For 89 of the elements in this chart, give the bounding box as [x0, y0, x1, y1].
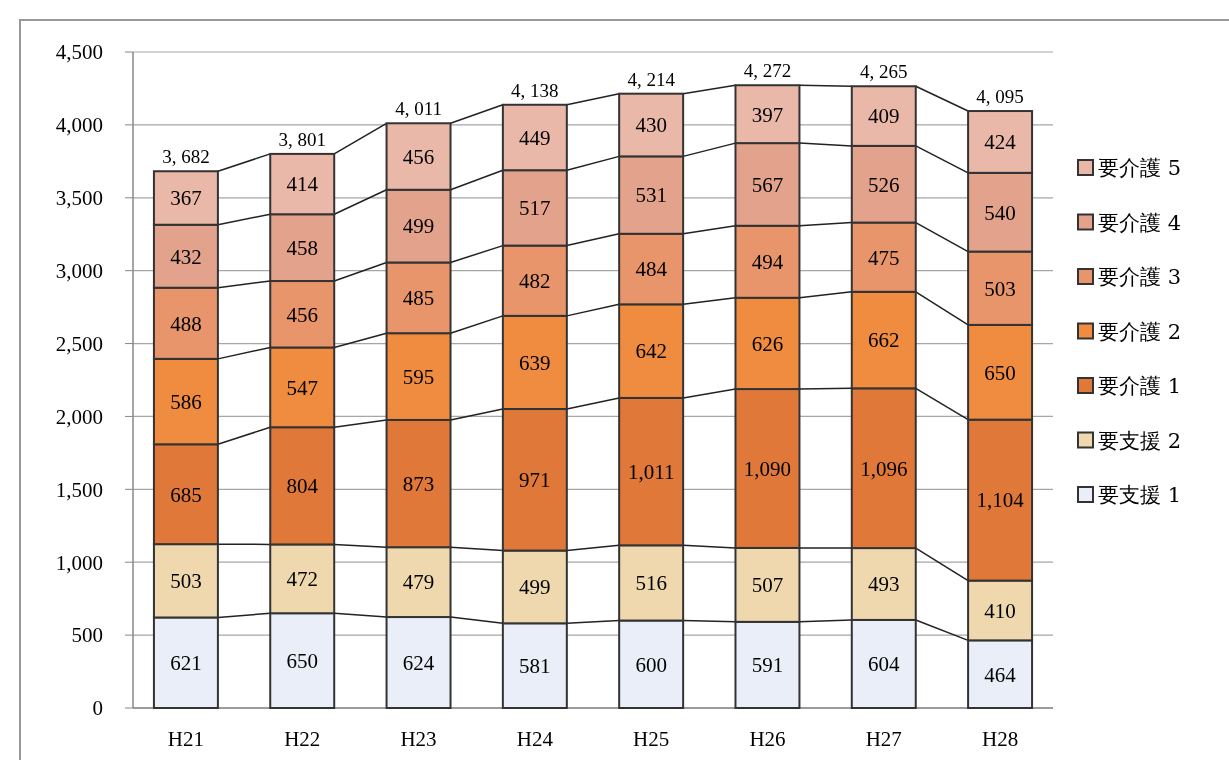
total-label: 4, 011 [395, 98, 442, 120]
total-label: 4, 095 [976, 86, 1024, 108]
data-label: 430 [635, 113, 667, 138]
data-label: 662 [868, 328, 900, 353]
data-label: 540 [984, 200, 1016, 225]
data-label: 624 [402, 650, 435, 675]
y-tick-label: 1,000 [55, 550, 103, 575]
x-tick-label: H26 [749, 727, 786, 751]
legend-label: 要介護 3 [1098, 265, 1182, 290]
legend-label: 要介護 4 [1098, 210, 1182, 235]
data-label: 873 [402, 471, 435, 496]
x-tick-label: H22 [284, 727, 321, 751]
data-label: 409 [868, 104, 900, 129]
y-tick-label: 1,500 [55, 477, 103, 502]
legend-label: 要介護 1 [1098, 374, 1182, 399]
legend-label: 要介護 2 [1098, 319, 1182, 344]
data-label: 410 [984, 598, 1016, 623]
data-label: 1,096 [860, 456, 908, 481]
x-tick-label: H27 [865, 727, 902, 751]
data-label: 626 [751, 331, 784, 356]
y-tick-label: 3,000 [55, 259, 103, 284]
data-label: 604 [868, 652, 901, 677]
y-tick-label: 0 [92, 696, 103, 721]
data-label: 456 [402, 144, 435, 169]
data-label: 1,104 [976, 488, 1025, 513]
data-label: 971 [519, 468, 551, 493]
data-label: 367 [170, 186, 202, 211]
data-label: 517 [519, 196, 551, 221]
data-label: 414 [286, 172, 319, 197]
data-label: 494 [751, 250, 784, 275]
data-label: 639 [519, 350, 551, 375]
data-label: 516 [635, 571, 667, 596]
x-tick-label: H21 [167, 727, 205, 751]
total-label: 4, 214 [627, 68, 676, 90]
x-tick-label: H23 [400, 727, 437, 751]
data-label: 449 [519, 125, 551, 150]
x-tick-label: H24 [516, 727, 554, 751]
data-label: 464 [984, 662, 1017, 687]
data-label: 507 [751, 573, 784, 598]
data-label: 484 [635, 257, 668, 282]
data-label: 591 [751, 653, 784, 678]
data-label: 499 [519, 575, 551, 600]
data-label: 479 [402, 570, 435, 595]
data-label: 1,011 [627, 459, 675, 484]
legend-label: 要支援 1 [1098, 483, 1182, 508]
data-label: 621 [170, 651, 202, 676]
y-tick-label: 4,000 [55, 113, 103, 138]
data-label: 503 [984, 276, 1016, 301]
data-label: 804 [286, 474, 319, 499]
y-tick-label: 3,500 [55, 186, 103, 211]
total-label: 3, 801 [278, 128, 326, 150]
data-label: 567 [751, 172, 784, 197]
y-tick-label: 500 [71, 623, 103, 648]
data-label: 499 [402, 214, 435, 239]
data-label: 685 [170, 482, 202, 507]
data-label: 488 [170, 311, 202, 336]
data-label: 650 [286, 648, 318, 673]
legend-label: 要介護 5 [1098, 156, 1182, 181]
data-label: 1,090 [743, 456, 792, 481]
y-tick-label: 2,500 [55, 331, 103, 356]
data-label: 642 [635, 339, 667, 364]
data-label: 472 [286, 567, 318, 592]
legend-label: 要支援 2 [1098, 428, 1182, 453]
data-label: 547 [286, 375, 318, 400]
data-label: 526 [868, 172, 900, 197]
data-label: 493 [868, 572, 900, 597]
data-label: 503 [170, 569, 202, 594]
data-label: 482 [519, 269, 551, 294]
data-label: 424 [984, 130, 1017, 155]
data-label: 650 [984, 360, 1016, 385]
data-label: 432 [170, 244, 202, 269]
y-tick-label: 4,500 [55, 40, 103, 65]
y-tick-label: 2,000 [55, 404, 103, 429]
data-label: 531 [635, 183, 667, 208]
data-label: 595 [402, 364, 435, 389]
data-label: 485 [402, 286, 435, 311]
x-tick-label: H25 [633, 727, 670, 751]
total-label: 4, 138 [511, 79, 559, 101]
data-label: 397 [751, 102, 784, 127]
x-tick-label: H28 [981, 727, 1019, 751]
data-label: 600 [635, 652, 667, 677]
data-label: 458 [286, 235, 318, 260]
data-label: 581 [519, 654, 551, 678]
total-label: 4, 272 [743, 60, 792, 82]
total-label: 4, 265 [860, 61, 908, 83]
data-label: 475 [868, 245, 900, 270]
total-label: 3, 682 [162, 146, 210, 168]
data-label: 586 [170, 389, 202, 414]
data-label: 456 [286, 302, 318, 327]
